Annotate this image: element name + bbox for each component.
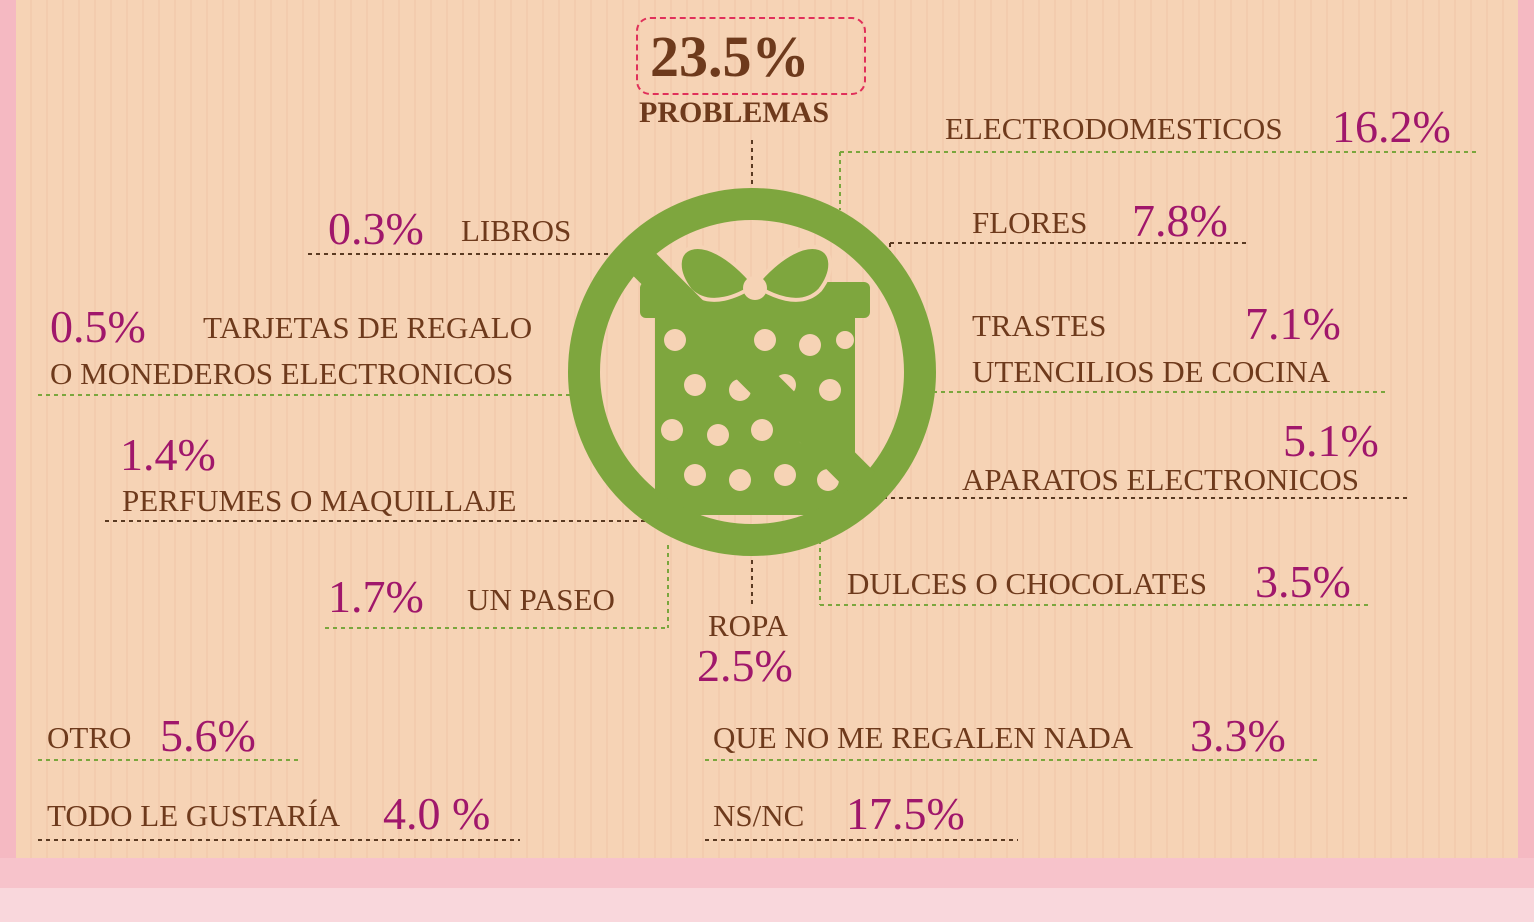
item-label: TODO LE GUSTARÍA [47, 800, 340, 831]
item-label: UTENCILIOS DE COCINA [972, 356, 1330, 387]
item-label: PERFUMES O MAQUILLAJE [122, 485, 516, 516]
item-value: 17.5% [846, 791, 965, 837]
item-label: QUE NO ME REGALEN NADA [713, 722, 1133, 753]
item-label: FLORES [972, 207, 1087, 238]
header-label: PROBLEMAS [639, 98, 829, 128]
item-value: 2.5% [697, 643, 793, 689]
page: 23.5% PROBLEMAS ELECTRODOMESTICOS 16.2% … [0, 0, 1534, 922]
item-label: DULCES O CHOCOLATES [847, 568, 1207, 599]
item-label: UN PASEO [467, 584, 615, 615]
item-label: TRASTES [972, 310, 1106, 341]
item-value: 7.1% [1245, 301, 1341, 347]
item-label: NS/NC [713, 800, 804, 831]
item-label: TARJETAS DE REGALO [203, 312, 532, 343]
no-gift-icon [584, 204, 920, 540]
header-value: 23.5% [650, 28, 810, 86]
item-label: LIBROS [461, 215, 571, 246]
item-value: 4.0 % [383, 791, 490, 837]
item-value: 16.2% [1332, 104, 1451, 150]
item-value: 7.8% [1132, 198, 1228, 244]
item-value: 5.1% [1283, 418, 1379, 464]
item-value: 1.7% [328, 574, 424, 620]
item-label: ROPA [708, 610, 788, 641]
item-value: 1.4% [120, 432, 216, 478]
item-value: 3.3% [1190, 713, 1286, 759]
item-value: 0.3% [328, 206, 424, 252]
item-label: OTRO [47, 722, 131, 753]
item-label: ELECTRODOMESTICOS [945, 113, 1283, 144]
item-label: APARATOS ELECTRONICOS [962, 464, 1359, 495]
item-value: 0.5% [50, 304, 146, 350]
item-value: 3.5% [1255, 559, 1351, 605]
item-label: O MONEDEROS ELECTRONICOS [50, 358, 513, 389]
item-value: 5.6% [160, 713, 256, 759]
